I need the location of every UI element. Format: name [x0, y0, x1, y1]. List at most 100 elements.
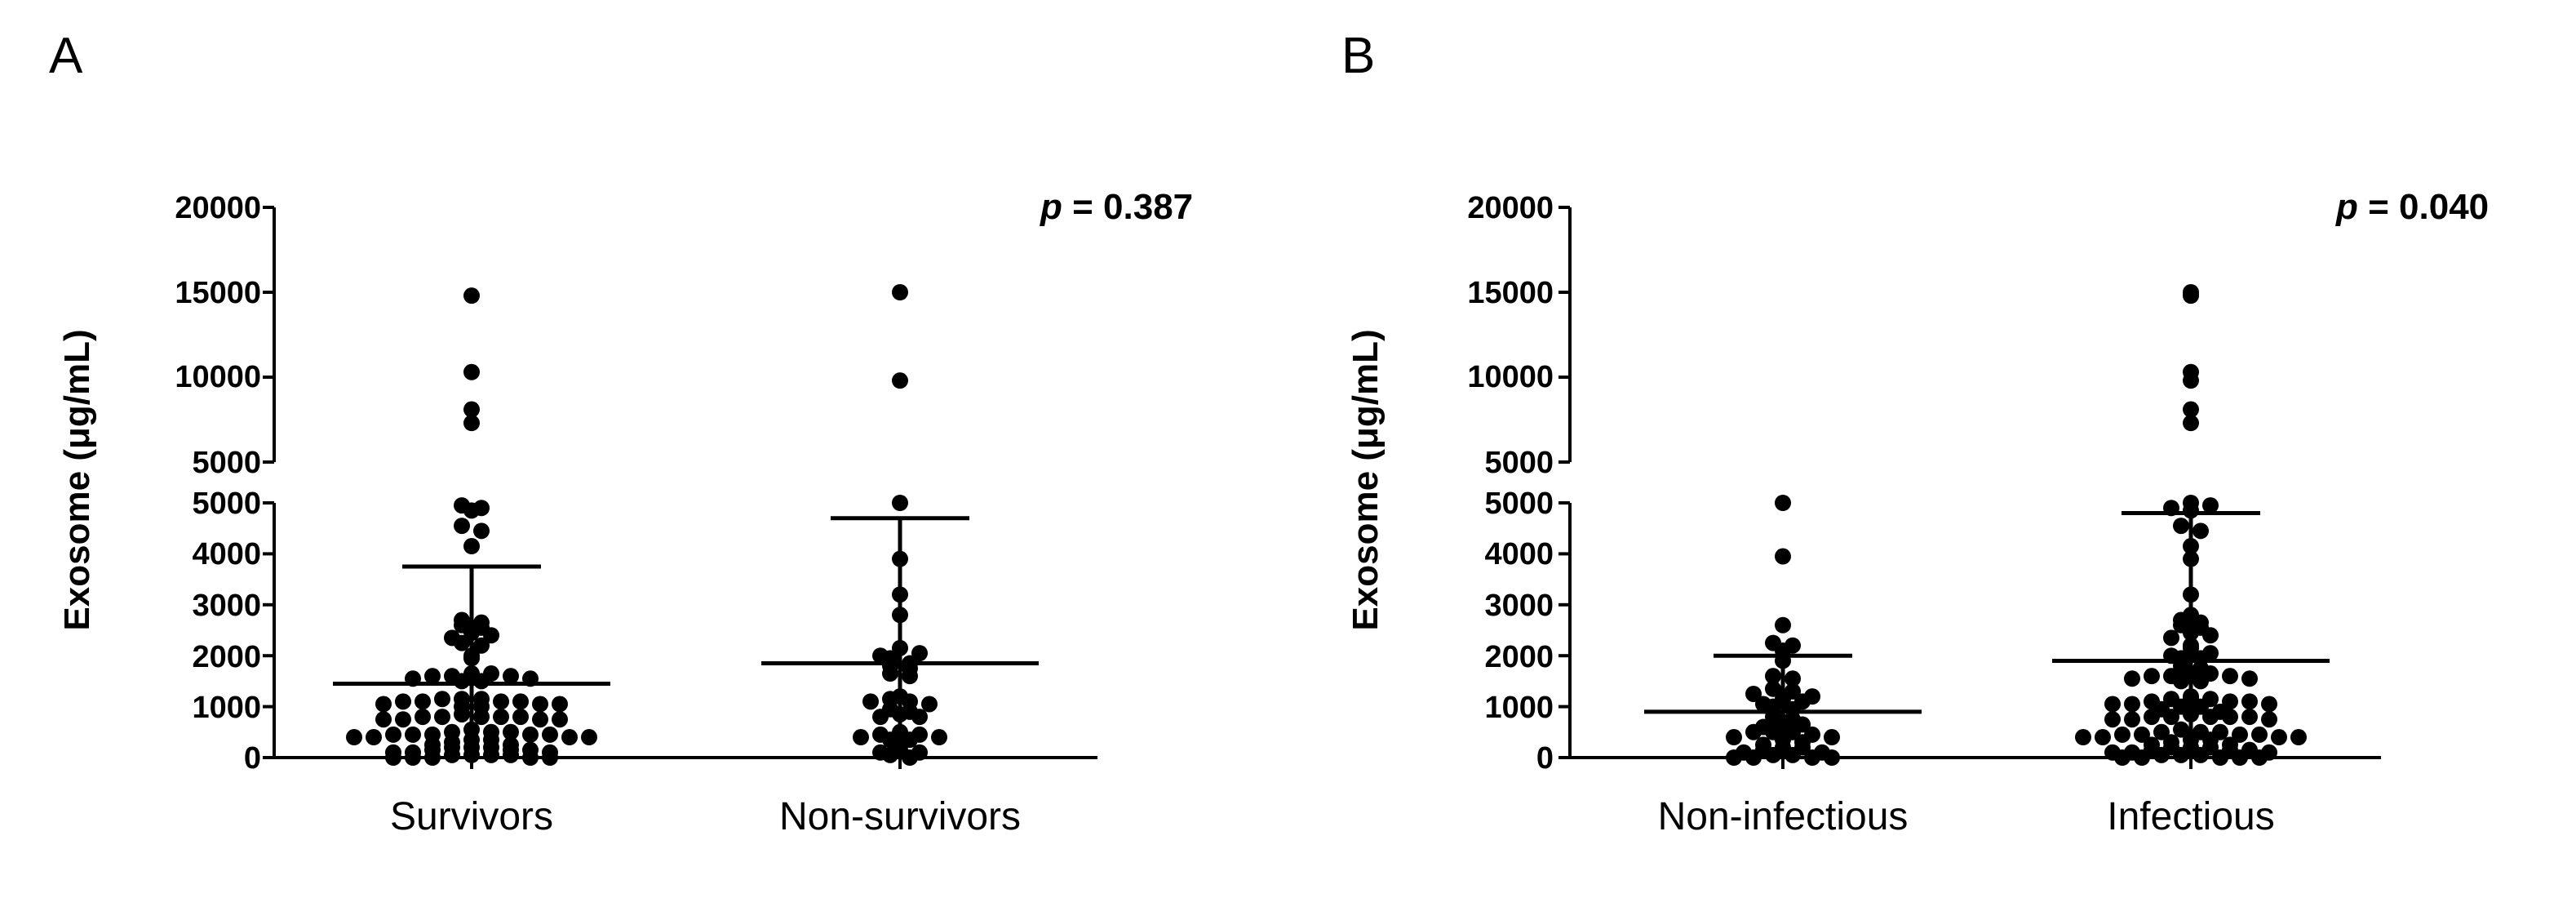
data-point — [2241, 670, 2258, 687]
data-point — [1785, 682, 1801, 700]
data-point — [1755, 736, 1771, 754]
data-point — [395, 693, 411, 710]
data-point — [552, 696, 568, 713]
data-point — [2144, 736, 2160, 754]
data-point — [463, 415, 480, 432]
data-point — [2134, 726, 2150, 743]
y-tick-label-upper: 20000 — [175, 191, 261, 225]
x-category-label: Infectious — [2107, 795, 2275, 838]
data-point — [2192, 723, 2209, 740]
data-point — [872, 726, 889, 743]
data-point — [454, 518, 470, 535]
data-point — [2290, 729, 2307, 746]
data-point — [1775, 495, 1791, 511]
data-point — [395, 711, 411, 728]
data-point — [473, 500, 490, 517]
data-point — [2183, 287, 2199, 305]
data-point — [2095, 729, 2111, 746]
data-point — [1775, 548, 1791, 565]
data-point — [2104, 744, 2121, 761]
data-point — [2163, 691, 2179, 708]
data-point — [872, 744, 889, 761]
p-value: = 0.387 — [1062, 187, 1194, 227]
data-point — [892, 372, 908, 389]
data-point — [2192, 522, 2209, 540]
data-point — [911, 726, 928, 743]
data-point — [911, 645, 928, 662]
data-point — [2202, 645, 2219, 662]
data-point — [581, 729, 597, 746]
data-point — [424, 668, 441, 685]
data-point — [1804, 688, 1820, 705]
data-point — [2241, 709, 2258, 726]
data-point — [454, 611, 470, 629]
data-point — [1755, 696, 1771, 713]
data-point — [532, 711, 548, 728]
y-tick-label-upper: 15000 — [175, 276, 261, 310]
data-point — [2124, 744, 2140, 761]
data-point — [911, 744, 928, 761]
data-point — [1785, 637, 1801, 654]
data-point — [2144, 668, 2160, 685]
data-point — [483, 723, 499, 740]
data-point — [473, 522, 490, 540]
y-tick-label-upper: 10000 — [175, 360, 261, 394]
data-point — [2173, 721, 2189, 738]
data-point — [2114, 726, 2130, 743]
data-point — [463, 401, 480, 418]
data-point — [542, 744, 558, 761]
data-point — [542, 726, 558, 743]
data-point — [2124, 696, 2140, 713]
panel-label: A — [49, 28, 83, 84]
data-point — [405, 726, 421, 743]
data-point — [2222, 693, 2238, 710]
data-point — [503, 668, 519, 685]
y-tick-label-lower: 2000 — [192, 640, 261, 674]
data-point — [522, 726, 539, 743]
data-point — [1804, 726, 1820, 743]
plot-area — [263, 206, 1097, 769]
data-point — [434, 691, 450, 708]
data-point — [1736, 744, 1752, 761]
y-tick-label-lower: 1000 — [1484, 691, 1554, 725]
data-point — [2183, 415, 2199, 432]
data-point — [931, 729, 947, 746]
data-point — [493, 693, 509, 710]
data-point — [892, 284, 908, 300]
y-tick-label-lower: 5000 — [1484, 487, 1554, 521]
y-tick-label-lower: 1000 — [192, 691, 261, 725]
plot-area — [1558, 206, 2381, 769]
data-point — [415, 709, 431, 726]
data-point — [2075, 729, 2091, 746]
data-point — [2104, 711, 2121, 728]
data-point — [503, 723, 519, 740]
p-value-annotation: p = 0.040 — [2336, 189, 2489, 225]
data-point — [2124, 711, 2140, 728]
data-point — [483, 665, 499, 682]
p-value-annotation: p = 0.387 — [1040, 189, 1193, 225]
data-point — [434, 709, 450, 726]
data-point — [2173, 518, 2189, 535]
data-point — [2183, 372, 2199, 389]
panel-b: B p = 0.040 Exosome (μg/mL) 20000 15000 … — [1288, 0, 2575, 898]
data-point — [415, 693, 431, 710]
data-point — [552, 711, 568, 728]
x-category-label: Non-survivors — [778, 795, 1022, 838]
y-tick-label-lower: 5000 — [192, 487, 261, 521]
data-point — [503, 736, 519, 754]
y-tick-label-upper: 10000 — [1467, 360, 1554, 394]
data-point — [2124, 670, 2140, 687]
data-point — [346, 729, 362, 746]
data-point — [853, 729, 869, 746]
data-point — [2212, 723, 2228, 740]
y-tick-label-lower: 2000 — [1484, 640, 1554, 674]
data-point — [1785, 670, 1801, 687]
data-point — [2163, 629, 2179, 647]
data-point — [2144, 693, 2160, 710]
data-point — [2232, 726, 2248, 743]
data-point — [512, 709, 529, 726]
data-point — [2104, 696, 2121, 713]
y-tick-label-lower: 4000 — [1484, 537, 1554, 571]
data-point — [2271, 729, 2287, 746]
data-point — [444, 723, 460, 740]
